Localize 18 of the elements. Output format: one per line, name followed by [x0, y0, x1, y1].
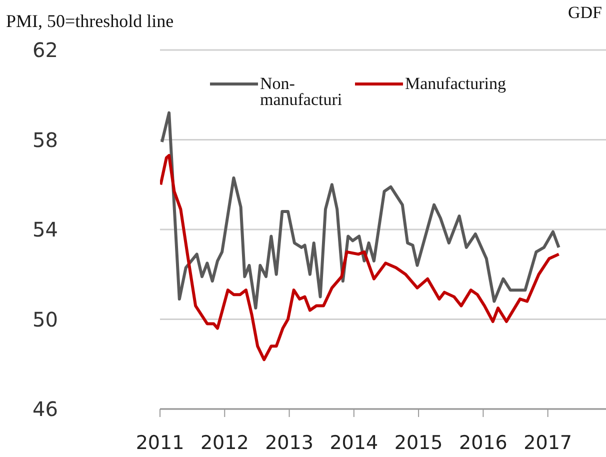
y-tick-label: 46	[32, 397, 58, 421]
y-tick-label: 62	[32, 38, 58, 62]
x-tick-label: 2013	[265, 432, 314, 454]
x-tick-label: 2016	[459, 432, 508, 454]
y-tick-label: 54	[32, 218, 58, 242]
x-tick-label: 2014	[330, 432, 378, 454]
chart-title: PMI, 50=threshold line	[6, 11, 174, 31]
x-tick-label: 2012	[200, 432, 249, 454]
y-tick-label: 50	[32, 307, 58, 332]
y-tick-label: 58	[32, 128, 58, 152]
line-series	[160, 111, 560, 310]
legend-label: Non-manufacturi	[260, 74, 342, 109]
line-series	[160, 154, 560, 362]
x-tick-label: 2011	[136, 432, 184, 454]
legend-label: Manufacturing	[405, 74, 507, 93]
x-tick-label: 2015	[394, 432, 443, 454]
x-tick-label: 2017	[524, 432, 572, 454]
text: GDF	[568, 3, 602, 22]
